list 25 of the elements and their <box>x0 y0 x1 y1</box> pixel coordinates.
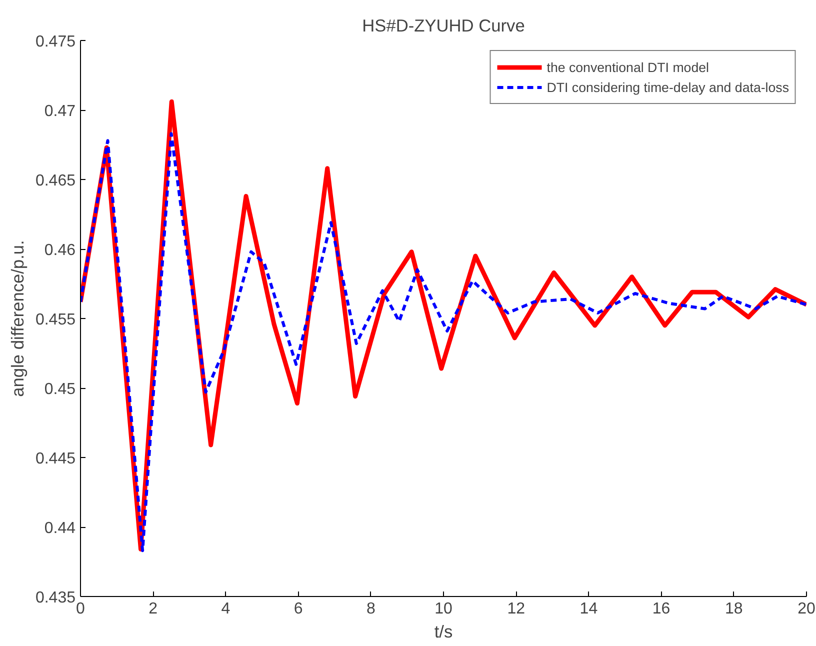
x-tick-label: 8 <box>366 600 376 618</box>
legend-label: DTI considering time-delay and data-loss <box>546 80 789 94</box>
y-tick-label: 0.455 <box>35 312 76 328</box>
y-tick-label: 0.47 <box>44 103 76 120</box>
y-tick-label: 0.44 <box>44 520 76 537</box>
x-tick-label: 4 <box>221 600 230 618</box>
legend-label: the conventional DTI model <box>546 60 709 74</box>
x-tick-label: 0 <box>76 600 86 618</box>
y-tick-label: 0.445 <box>35 450 76 468</box>
x-tick-label: 6 <box>294 600 303 618</box>
y-tick-label: 0.465 <box>35 172 76 190</box>
x-tick-label: 2 <box>148 600 158 618</box>
x-tick-label: 20 <box>798 600 816 618</box>
x-tick-label: 16 <box>652 600 670 618</box>
x-tick-label: 10 <box>434 600 452 618</box>
y-tick-label: 0.475 <box>35 34 76 50</box>
x-axis-title: t/s <box>434 622 453 642</box>
x-tick-label: 14 <box>580 600 598 618</box>
y-tick-label: 0.46 <box>44 242 76 259</box>
y-axis-title: angle difference/p.u. <box>7 240 28 397</box>
y-tick-label: 0.45 <box>44 381 76 398</box>
y-tick-label: 0.435 <box>35 590 76 606</box>
chart-title: HS#D-ZYUHD Curve <box>362 16 525 36</box>
x-tick-label: 12 <box>507 600 526 618</box>
x-tick-label: 18 <box>725 600 743 618</box>
